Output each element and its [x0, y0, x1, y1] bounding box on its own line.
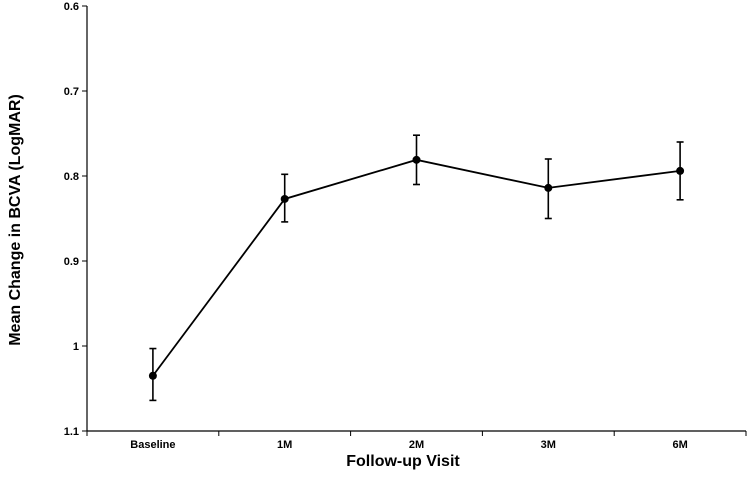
axes	[86, 6, 746, 432]
x-tick-label: 3M	[541, 439, 556, 451]
y-tick-label: 0.9	[64, 256, 79, 268]
y-axis-title: Mean Change in BCVA (LogMAR)	[7, 94, 24, 346]
series	[148, 155, 685, 380]
x-ticks: Baseline 1M 2M 3M 6M	[86, 431, 747, 451]
data-point	[544, 183, 553, 192]
y-tick-label: 0.8	[64, 171, 79, 183]
x-tick-label: 6M	[672, 439, 687, 451]
x-tick-label: 2M	[409, 439, 424, 451]
data-point	[280, 194, 289, 203]
y-tick-label: 1.1	[64, 426, 79, 438]
y-tick-label: 0.7	[64, 86, 79, 98]
x-tick-label: 1M	[277, 439, 292, 451]
series-line	[152, 158, 681, 377]
y-tick-label: 1	[73, 341, 79, 353]
x-tick-label: Baseline	[130, 439, 175, 451]
error-bars	[149, 134, 684, 402]
data-point	[412, 155, 421, 164]
x-axis-title: Follow-up Visit	[346, 453, 460, 470]
data-point	[676, 166, 685, 175]
data-point	[148, 371, 157, 380]
y-tick-label: 0.6	[64, 1, 79, 13]
y-ticks: 0.6 0.7 0.8 0.9 1 1.1	[64, 1, 87, 438]
